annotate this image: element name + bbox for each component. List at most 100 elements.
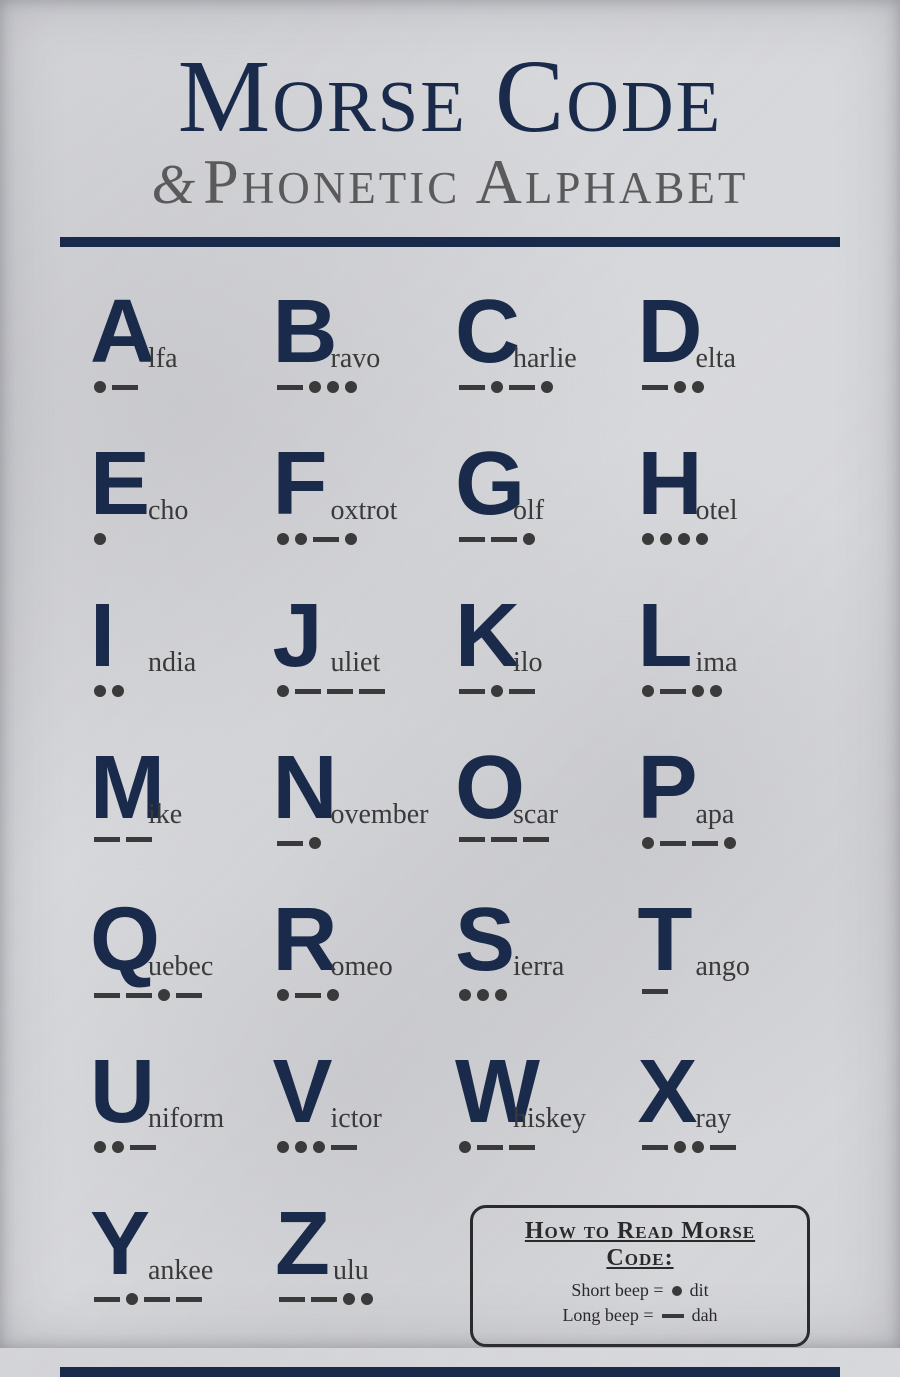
letter-cell: Yankee [90,1199,265,1319]
dash-icon [642,1145,668,1150]
dot-icon [660,533,672,545]
dot-icon [295,1141,307,1153]
morse-code [94,533,106,545]
dot-icon [112,1141,124,1153]
phonetic-suffix: olf [513,495,544,527]
dash-icon [642,385,668,390]
letter-cell: Kilo [455,591,628,711]
morse-code [277,533,357,545]
morse-code [94,837,152,842]
dot-icon [692,1141,704,1153]
dot-icon [710,685,722,697]
legend-row-long: Long beep = dah [491,1305,789,1326]
dash-icon [660,841,686,846]
dash-icon [295,993,321,998]
dot-icon [327,989,339,1001]
phonetic-suffix: ango [696,951,750,983]
letter-cell: Bravo [273,287,446,407]
letter-cell: Delta [638,287,811,407]
dash-icon [112,385,138,390]
morse-code [94,1141,156,1153]
dot-icon [674,1141,686,1153]
legend-long-name: dah [692,1305,718,1326]
letter-cell: Lima [638,591,811,711]
dash-icon [459,385,485,390]
dot-icon [277,989,289,1001]
phonetic-suffix: scar [513,799,558,831]
letter-cell: India [90,591,263,711]
morse-code [459,685,535,697]
dot-icon [642,837,654,849]
legend-box: How to Read Morse Code: Short beep = dit… [470,1205,810,1347]
letter-cell: Victor [273,1047,446,1167]
morse-code [459,1141,535,1153]
dot-icon [277,533,289,545]
dash-icon [313,537,339,542]
phonetic-suffix: ankee [148,1255,213,1287]
dash-icon [126,993,152,998]
title-sub: Phonetic Alphabet [203,145,748,219]
big-letter: N [273,743,338,833]
morse-code [459,837,549,842]
letter-cell: Echo [90,439,263,559]
dash-icon [176,993,202,998]
morse-code [94,1293,202,1305]
morse-code [94,989,202,1001]
letter-cell: Xray [638,1047,811,1167]
dash-icon [331,1145,357,1150]
phonetic-suffix: cho [148,495,188,527]
big-letter: F [273,439,328,529]
big-letter: Z [275,1199,330,1289]
dot-icon [295,533,307,545]
letter-cell: Golf [455,439,628,559]
letter-cell: Whiskey [455,1047,628,1167]
phonetic-suffix: ndia [148,647,196,679]
letter-cell: Oscar [455,743,628,863]
morse-code [94,381,138,393]
dash-icon [295,689,321,694]
dot-icon [345,381,357,393]
dash-icon [94,993,120,998]
title-main: Morse Code [60,45,840,149]
dash-icon [277,841,303,846]
big-letter: L [638,591,693,681]
alphabet-grid: AlfaBravoCharlieDeltaEchoFoxtrotGolfHote… [60,287,840,1167]
dot-icon [642,533,654,545]
dash-icon [126,837,152,842]
big-letter: R [273,895,338,985]
morse-code [277,1141,357,1153]
phonetic-suffix: ierra [513,951,564,983]
big-letter: K [455,591,520,681]
dot-icon [361,1293,373,1305]
dot-icon [678,533,690,545]
letter-cell: Zulu [275,1199,450,1319]
dot-icon [345,533,357,545]
dot-icon [724,837,736,849]
morse-code [459,989,507,1001]
dot-icon [309,837,321,849]
ampersand: & [152,153,196,217]
phonetic-suffix: elta [696,343,736,375]
dash-icon [509,1145,535,1150]
letter-cell: Quebec [90,895,263,1015]
phonetic-suffix: ravo [331,343,381,375]
dash-icon [660,689,686,694]
phonetic-suffix: harlie [513,343,577,375]
dot-icon [459,989,471,1001]
letter-cell: Uniform [90,1047,263,1167]
big-letter: D [638,287,703,377]
dash-icon [130,1145,156,1150]
phonetic-suffix: ray [696,1103,732,1135]
dash-icon [311,1297,337,1302]
morse-code [642,1141,736,1153]
phonetic-suffix: uliet [331,647,381,679]
dot-icon [94,381,106,393]
big-letter: X [638,1047,698,1137]
phonetic-suffix: ima [696,647,738,679]
dash-icon [144,1297,170,1302]
dot-icon [692,685,704,697]
dash-icon [509,689,535,694]
dot-icon [94,1141,106,1153]
big-letter: T [638,895,693,985]
morse-code [642,989,668,994]
